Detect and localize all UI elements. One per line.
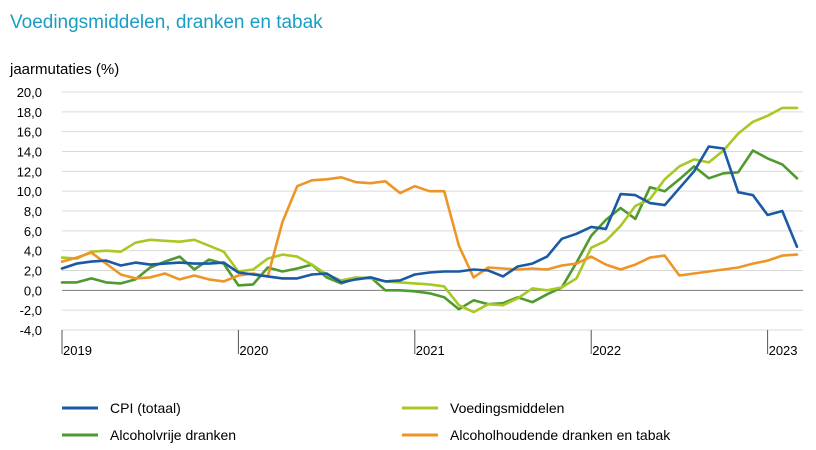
- x-tick-label: 2022: [592, 343, 621, 358]
- series-line-cpi-totaal: [60, 145, 799, 284]
- x-tick-label: 2020: [239, 343, 268, 358]
- y-axis-ticks: -4,0 -2,0 0,0 2,0 4,0 6,0 8,0 10,0 12,0 14,0 16,0 1…: [17, 85, 42, 338]
- y-tick-label: 14,0: [17, 145, 42, 160]
- legend-label: CPI (totaal): [110, 400, 181, 416]
- y-tick-label: 2,0: [24, 264, 42, 279]
- y-tick-label: 10,0: [17, 184, 42, 199]
- legend-label: Alcoholhoudende dranken en tabak: [450, 427, 671, 443]
- legend-item: Alcoholhoudende dranken en tabak: [402, 427, 671, 443]
- y-tick-label: 12,0: [17, 164, 42, 179]
- legend-item: CPI (totaal): [62, 400, 181, 416]
- y-tick-label: 18,0: [17, 105, 42, 120]
- legend-label: Alcoholvrije dranken: [110, 427, 236, 443]
- y-tick-label: 4,0: [24, 244, 42, 259]
- y-tick-label: 8,0: [24, 204, 42, 219]
- series-line-alcoholhoudende-dranken-en-tabak: [60, 176, 799, 283]
- y-tick-label: 16,0: [17, 125, 42, 140]
- chart-title: Voedingsmiddelen, dranken en tabak: [10, 12, 323, 33]
- gridlines: [62, 91, 803, 331]
- legend: CPI (totaal) Voedingsmiddelen Alcoholvrije…: [62, 400, 671, 443]
- y-tick-label: -2,0: [20, 303, 42, 318]
- y-axis-label: jaarmutaties (%): [9, 61, 119, 78]
- y-tick-label: 6,0: [24, 224, 42, 239]
- series-line-alcoholvrije-dranken: [60, 149, 799, 311]
- y-tick-label: -4,0: [20, 323, 42, 338]
- legend-item: Alcoholvrije dranken: [62, 427, 236, 443]
- y-tick-label: 0,0: [24, 283, 42, 298]
- legend-item: Voedingsmiddelen: [402, 400, 564, 416]
- series-lines: [60, 106, 799, 314]
- x-tick-label: 2021: [416, 343, 445, 358]
- x-tick-label: 2019: [63, 343, 92, 358]
- x-tick-label: 2023: [769, 343, 798, 358]
- y-tick-label: 20,0: [17, 85, 42, 100]
- series-line-voedingsmiddelen: [60, 106, 799, 314]
- x-axis: 2019 2020 2021 2022 2023: [61, 330, 798, 358]
- legend-label: Voedingsmiddelen: [450, 400, 564, 416]
